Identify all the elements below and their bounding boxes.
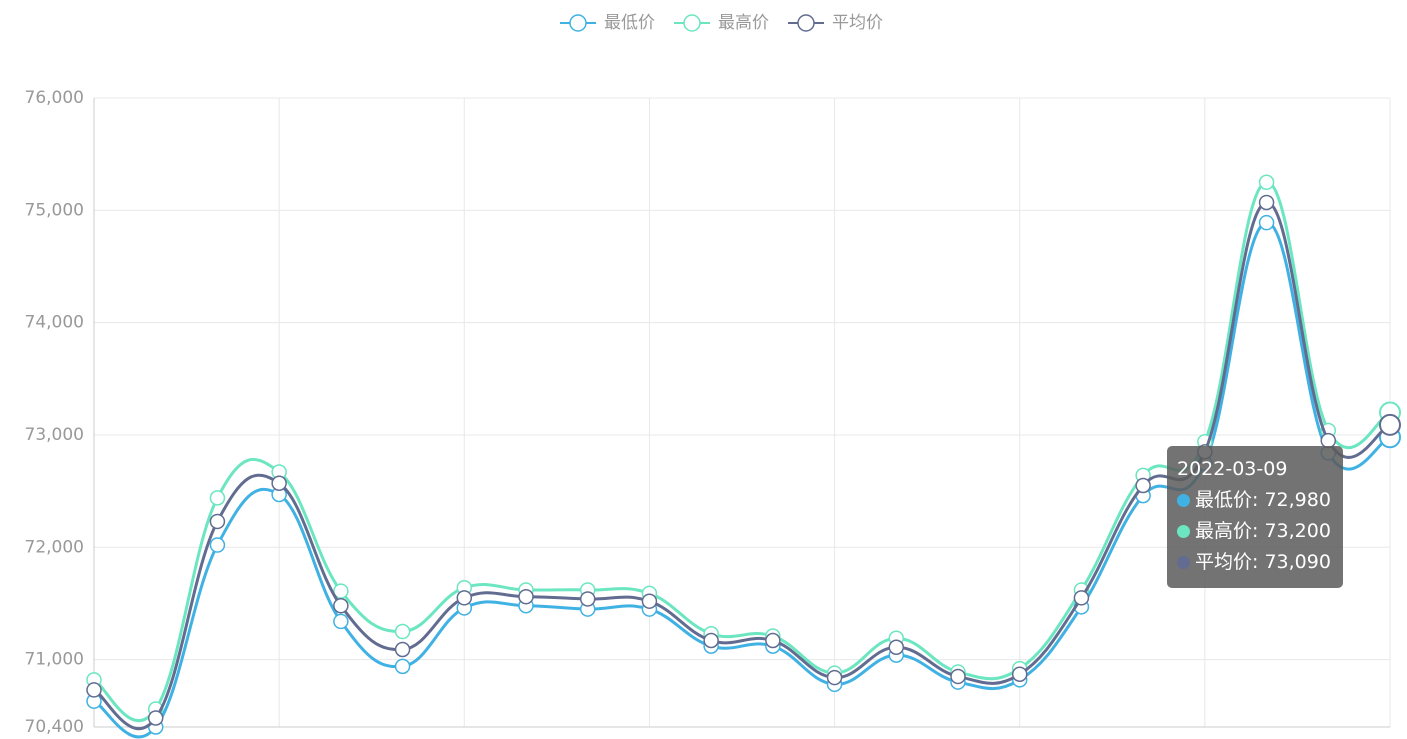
legend-label: 最高价 bbox=[718, 13, 769, 33]
tooltip: 2022-03-09 最低价: 72,980 最高价: 73,200 平均价: 73,… bbox=[1167, 446, 1343, 588]
legend-label: 平均价 bbox=[832, 13, 883, 33]
point bbox=[147, 710, 164, 726]
point bbox=[1258, 214, 1275, 231]
point bbox=[394, 658, 411, 675]
point bbox=[456, 590, 473, 606]
point bbox=[950, 668, 966, 685]
tooltip-row: 平均价: 73,090 bbox=[1167, 547, 1343, 578]
tooltip-series-name: 最低价 bbox=[1195, 489, 1253, 511]
point bbox=[703, 632, 719, 649]
y-tick-label: 72,000 bbox=[25, 537, 84, 557]
point bbox=[1011, 666, 1028, 682]
point bbox=[1258, 194, 1275, 211]
point bbox=[209, 537, 226, 553]
y-tick-label: 73,000 bbox=[25, 425, 84, 445]
tooltip-row: 最高价: 73,200 bbox=[1167, 516, 1343, 547]
legend-icon-circle bbox=[569, 14, 587, 32]
tooltip-value: 72,980 bbox=[1264, 489, 1331, 511]
y-tick-label: 76,000 bbox=[25, 88, 84, 108]
point bbox=[579, 591, 596, 607]
tooltip-value: 73,200 bbox=[1264, 520, 1331, 542]
point bbox=[1135, 477, 1151, 494]
legend-icon-circle bbox=[683, 14, 701, 32]
point bbox=[209, 513, 226, 530]
point bbox=[518, 588, 534, 605]
point bbox=[271, 475, 287, 492]
tooltip-series-name: 平均价 bbox=[1195, 551, 1253, 573]
y-tick-label: 75,000 bbox=[25, 200, 84, 220]
point bbox=[394, 641, 411, 658]
point bbox=[765, 632, 781, 649]
tooltip-row: 最低价: 72,980 bbox=[1167, 485, 1343, 516]
legend-label: 最低价 bbox=[604, 13, 655, 33]
y-tick-label: 71,000 bbox=[25, 650, 84, 670]
point bbox=[1258, 174, 1275, 190]
tooltip-title: 2022-03-09 bbox=[1177, 458, 1288, 480]
tooltip-value: 73,090 bbox=[1264, 551, 1331, 573]
point bbox=[333, 597, 349, 614]
point bbox=[333, 613, 349, 630]
tooltip-dot bbox=[1177, 525, 1190, 538]
line bbox=[93, 200, 1391, 730]
tooltip-dot bbox=[1177, 494, 1190, 507]
point bbox=[641, 593, 658, 609]
point bbox=[1073, 590, 1090, 606]
point bbox=[1379, 413, 1401, 436]
tooltip-dot bbox=[1177, 556, 1190, 569]
point bbox=[888, 639, 905, 656]
point bbox=[86, 682, 102, 698]
point bbox=[209, 490, 226, 506]
y-tick-label: 70,400 bbox=[25, 717, 84, 737]
legend-icon-circle bbox=[797, 14, 815, 32]
point bbox=[394, 623, 411, 640]
y-tick-label: 74,000 bbox=[25, 313, 84, 333]
point bbox=[826, 669, 843, 686]
tooltip-series-name: 最高价 bbox=[1195, 520, 1253, 542]
